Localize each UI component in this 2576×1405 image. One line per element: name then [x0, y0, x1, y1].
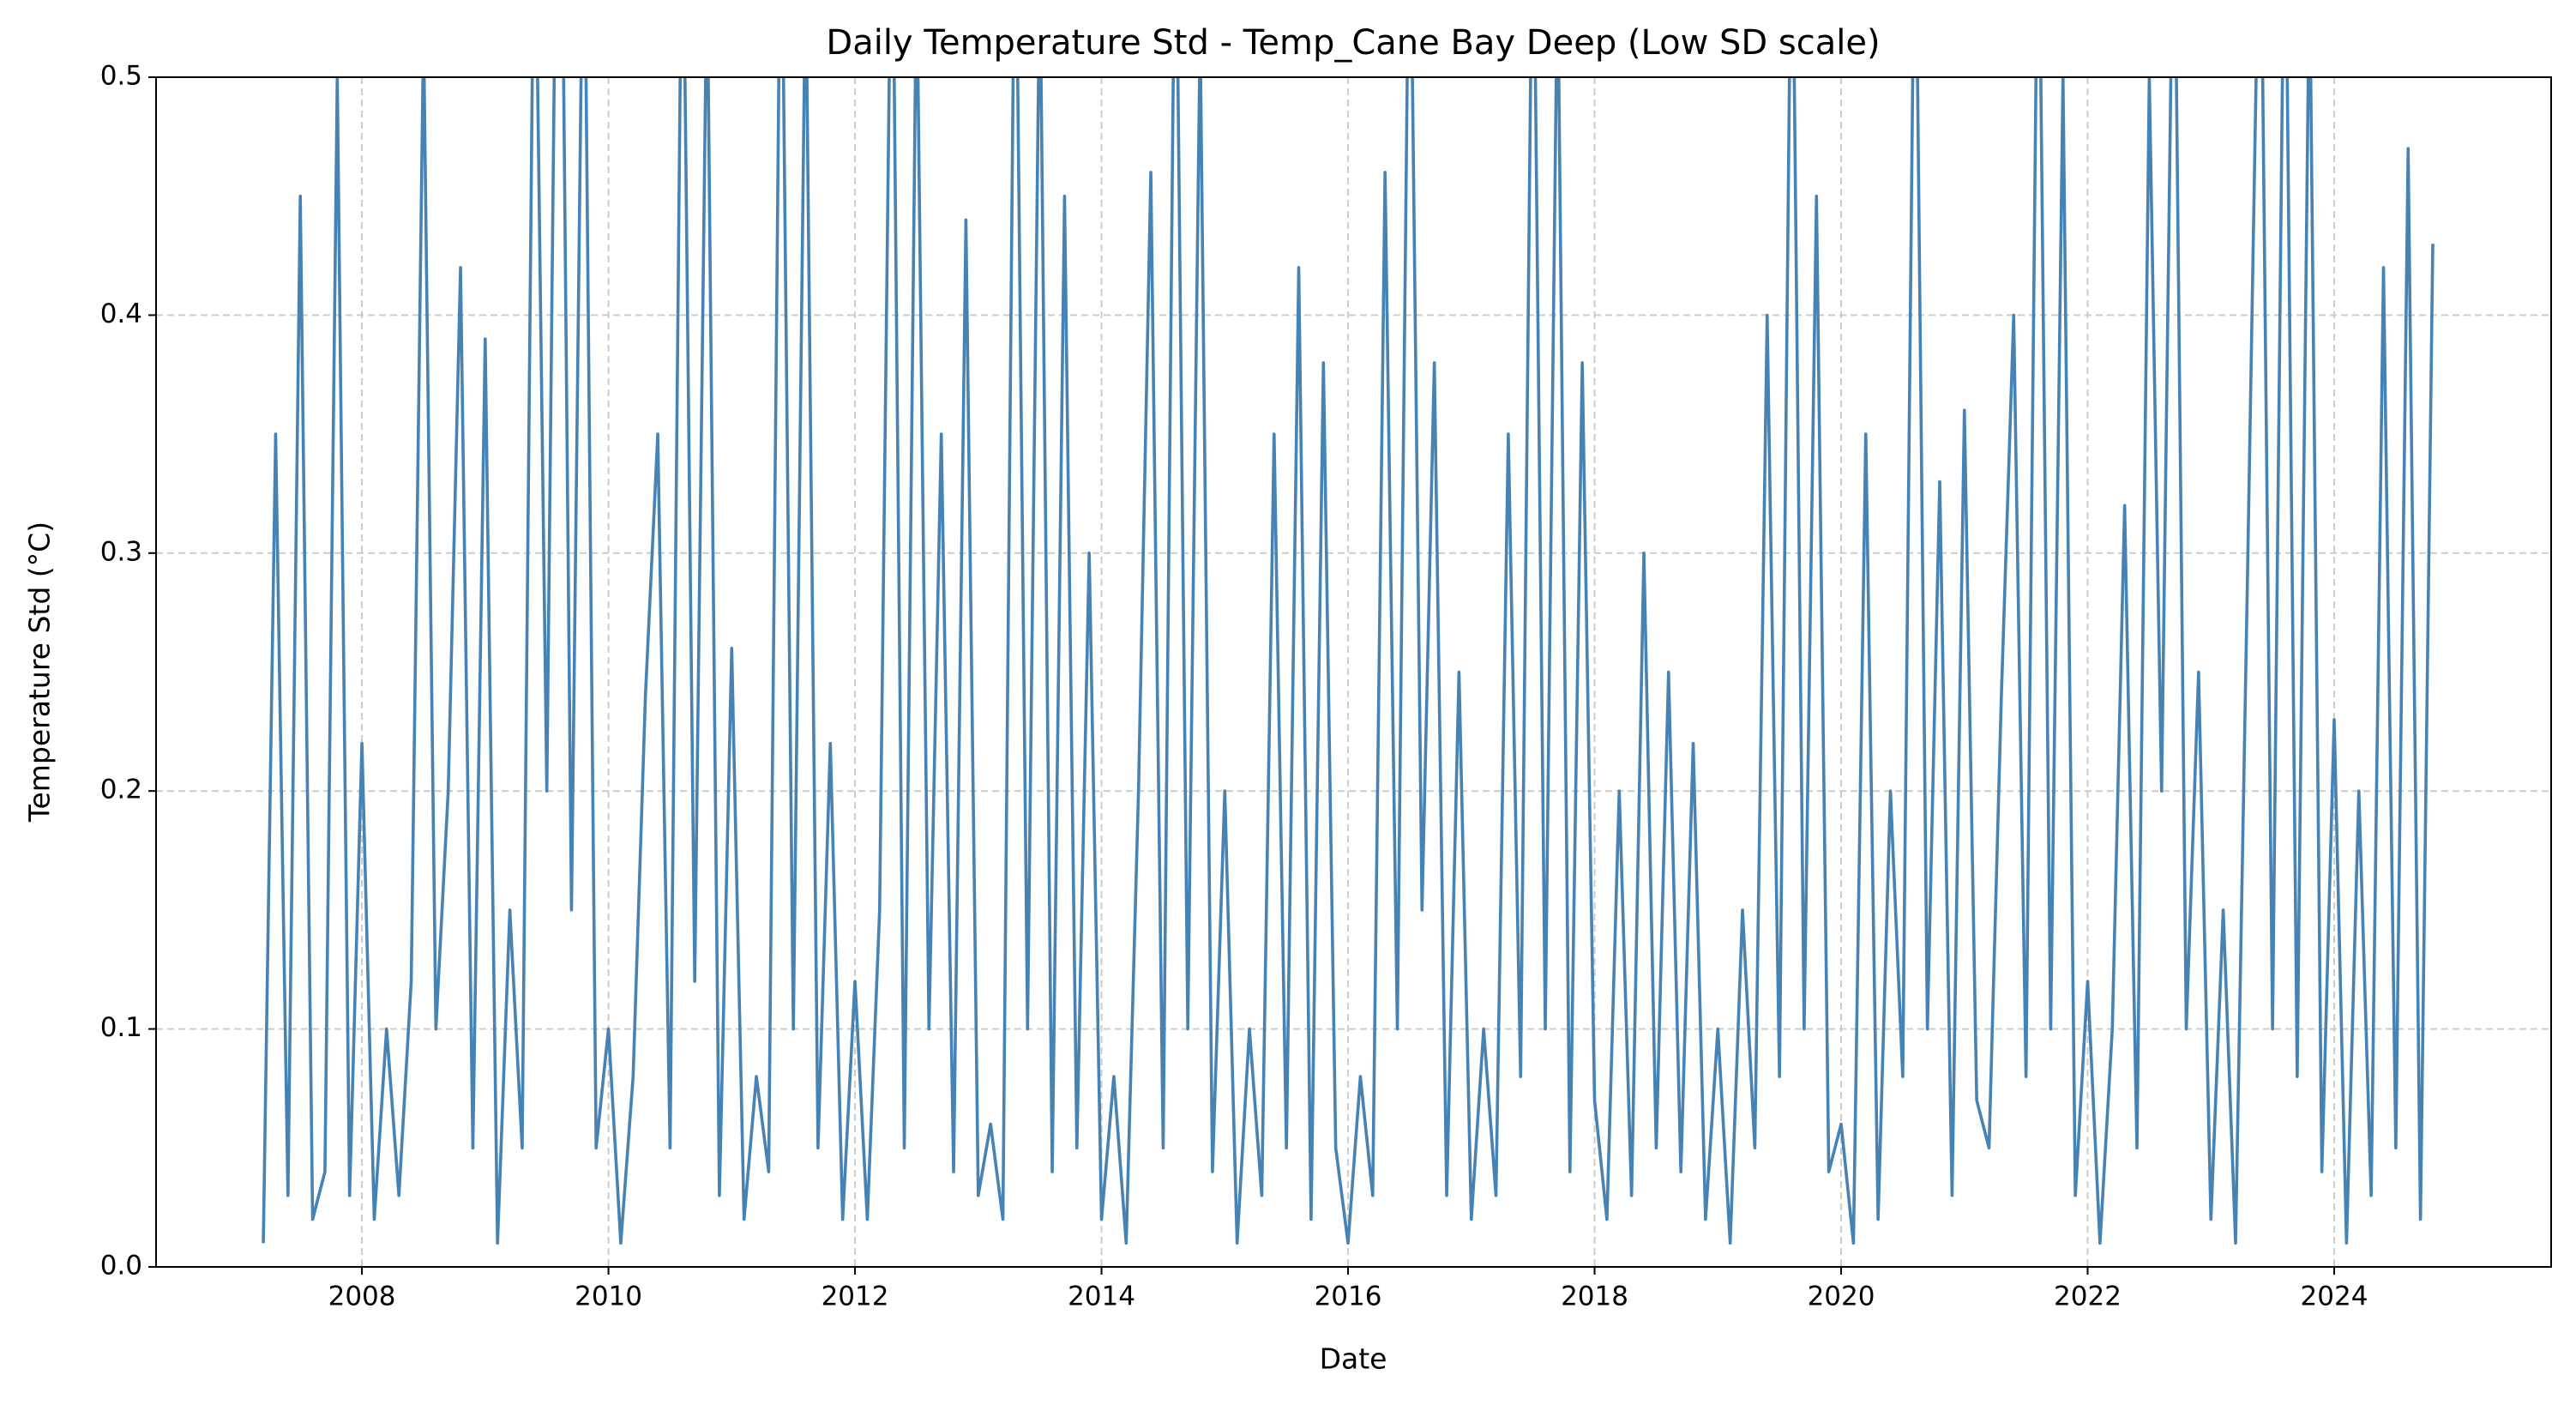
y-axis-label: Temperature Std (°C) — [23, 522, 57, 823]
y-tick-label: 0.2 — [100, 775, 142, 805]
x-tick-label: 2012 — [822, 1281, 889, 1312]
x-tick-label: 2016 — [1315, 1281, 1382, 1312]
x-tick-label: 2024 — [2301, 1281, 2368, 1312]
y-tick-label: 0.0 — [100, 1251, 142, 1281]
x-tick-label: 2010 — [575, 1281, 642, 1312]
data-line — [262, 77, 2435, 1245]
x-axis-label: Date — [1320, 1342, 1387, 1376]
x-tick-label: 2018 — [1561, 1281, 1628, 1312]
chart-title: Daily Temperature Std - Temp_Cane Bay De… — [826, 23, 1880, 63]
x-tick-label: 2022 — [2054, 1281, 2122, 1312]
y-tick-label: 0.3 — [100, 536, 142, 567]
x-tick-label: 2020 — [1808, 1281, 1875, 1312]
plot-area — [262, 77, 2435, 1245]
axes-frame — [155, 76, 2552, 1268]
x-tick-label: 2014 — [1068, 1281, 1135, 1312]
y-tick-label: 0.1 — [100, 1012, 142, 1043]
y-tick-label: 0.4 — [100, 298, 142, 329]
y-tick-label: 0.5 — [100, 61, 142, 92]
x-tick-label: 2008 — [328, 1281, 396, 1312]
